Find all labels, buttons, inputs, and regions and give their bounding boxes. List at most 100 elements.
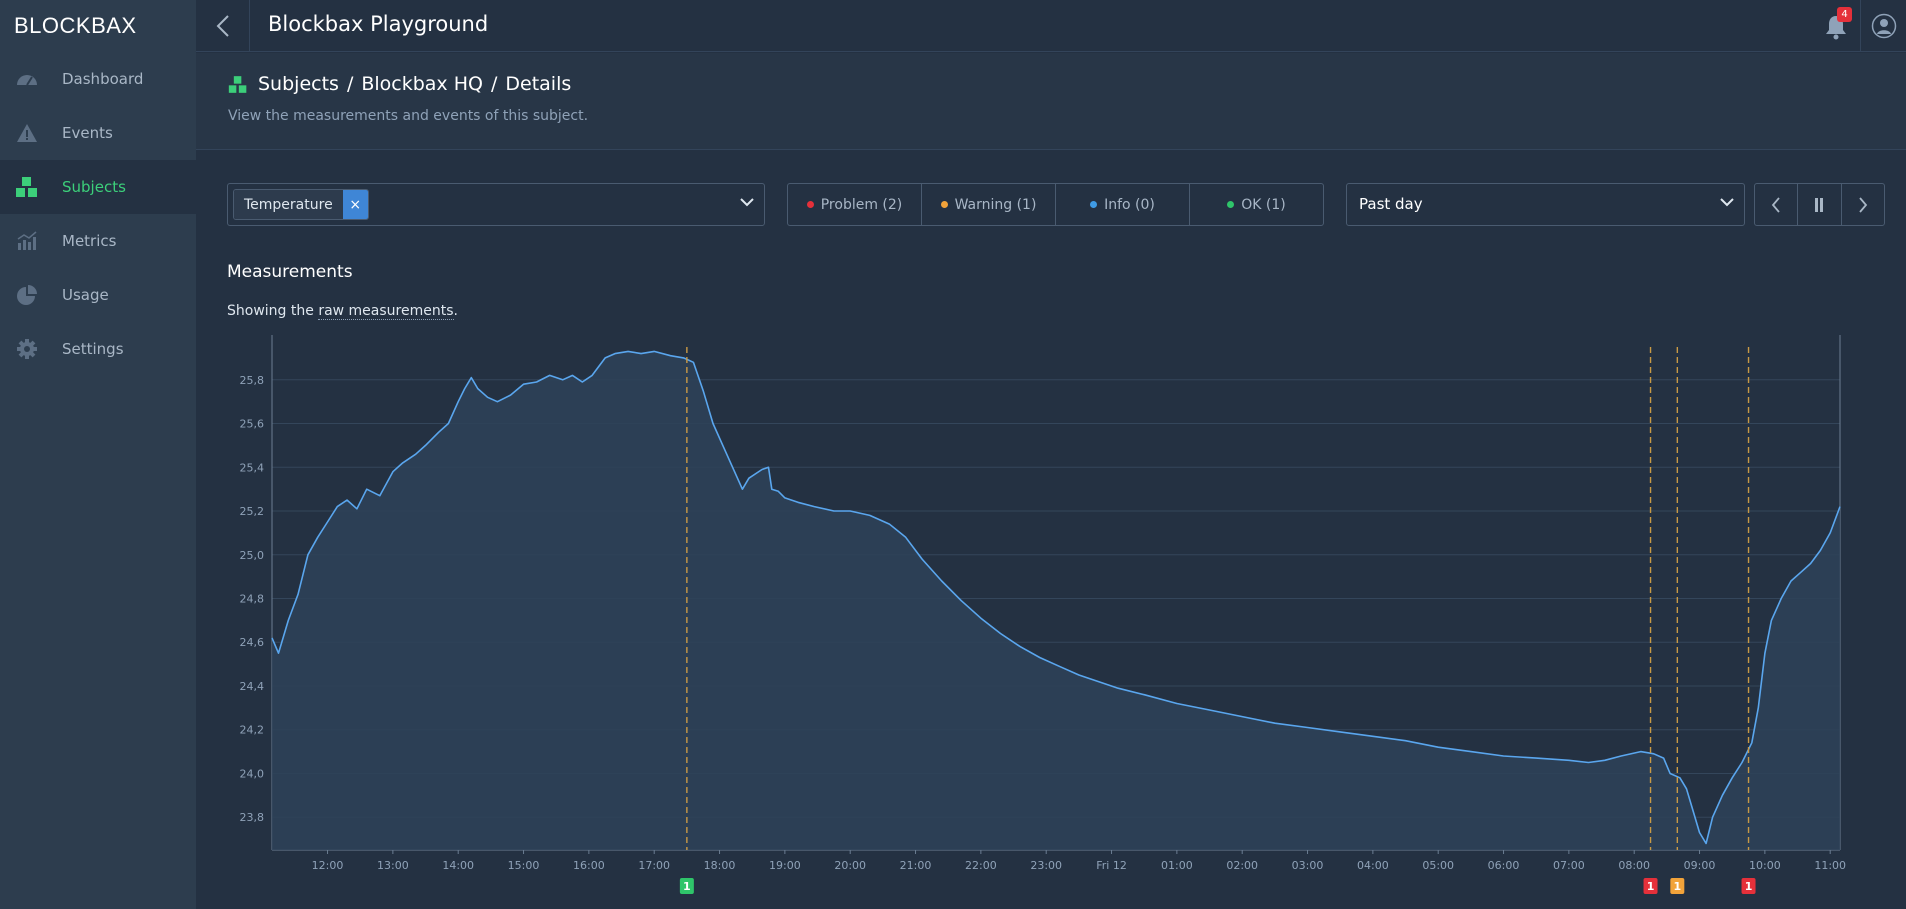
chevron-down-icon — [1720, 198, 1734, 207]
filter-ok[interactable]: OK (1) — [1190, 184, 1323, 225]
pause-button[interactable] — [1798, 184, 1842, 225]
sidebar-item-metrics[interactable]: Metrics — [0, 214, 196, 268]
sidebar-item-label: Subjects — [62, 178, 126, 196]
pie-chart-icon — [14, 282, 40, 308]
sidebar-item-label: Metrics — [62, 232, 117, 250]
x-tick-label: 16:00 — [573, 859, 605, 872]
measurements-description: Showing the raw measurements. — [227, 303, 458, 320]
sidebar-item-settings[interactable]: Settings — [0, 322, 196, 376]
event-marker-problem[interactable] — [1643, 878, 1658, 894]
sidebar-item-label: Usage — [62, 286, 109, 304]
metric-tag: Temperature × — [233, 189, 369, 220]
x-tick-label: Fri 12 — [1096, 859, 1127, 872]
y-tick-label: 25,4 — [240, 461, 265, 474]
x-tick-label: 20:00 — [834, 859, 866, 872]
x-tick-label: 04:00 — [1357, 859, 1389, 872]
x-tick-label: 18:00 — [704, 859, 736, 872]
chevron-left-icon — [216, 15, 229, 37]
filter-label: Warning (1) — [954, 196, 1037, 213]
raw-measurements-link[interactable]: raw measurements — [318, 303, 454, 320]
period-navigation — [1754, 183, 1885, 226]
x-tick-label: 23:00 — [1030, 859, 1062, 872]
sidebar-item-events[interactable]: Events — [0, 106, 196, 160]
y-tick-label: 25,0 — [240, 549, 265, 562]
remove-tag-button[interactable]: × — [342, 190, 368, 219]
filter-label: Problem (2) — [820, 196, 903, 213]
page-header: Subjects / Blockbax HQ / Details View th… — [196, 53, 1906, 150]
metric-tag-label: Temperature — [234, 190, 343, 219]
ok-dot-icon — [1227, 201, 1235, 208]
measurement-area — [272, 351, 1840, 850]
breadcrumb: Subjects / Blockbax HQ / Details — [228, 73, 579, 95]
x-tick-label: 08:00 — [1618, 859, 1650, 872]
next-period-button[interactable] — [1842, 184, 1884, 225]
measurements-chart[interactable]: 25,8 25,6 25,4 25,2 25,0 24,8 24,6 24,4 24,2 24,0… — [196, 335, 1906, 909]
y-tick-label: 25,6 — [240, 418, 265, 431]
sidebar-item-label: Events — [62, 124, 113, 142]
sidebar-item-dashboard[interactable]: Dashboard — [0, 52, 196, 106]
y-tick-label: 24,2 — [240, 724, 265, 737]
measurements-title: Measurements — [227, 262, 353, 282]
event-marker-ok[interactable] — [679, 878, 694, 894]
filter-problem[interactable]: Problem (2) — [788, 184, 922, 225]
warning-dot-icon — [940, 201, 948, 208]
sidebar-item-label: Dashboard — [62, 70, 144, 88]
event-marker-count: 1 — [683, 880, 691, 893]
showing-suffix: . — [453, 303, 458, 319]
y-tick-label: 24,8 — [240, 593, 265, 606]
previous-period-button[interactable] — [1755, 184, 1799, 225]
page-subtitle: View the measurements and events of this… — [228, 108, 589, 124]
top-bar: Blockbax Playground 4 — [196, 0, 1906, 52]
blockbax-logo[interactable]: BLOCKBAX — [14, 13, 137, 38]
sidebar: BLOCKBAX Dashboard Events Subjects Metri… — [0, 0, 196, 909]
gauge-icon — [14, 66, 40, 92]
event-marker-problem[interactable] — [1741, 878, 1756, 894]
x-tick-label: 01:00 — [1161, 859, 1193, 872]
y-tick-label: 24,6 — [240, 636, 265, 649]
back-button[interactable] — [196, 0, 250, 52]
event-filter-group: Problem (2) Warning (1) Info (0) OK (1) — [787, 183, 1324, 226]
event-marker-warning[interactable] — [1670, 878, 1685, 894]
x-tick-label: 22:00 — [965, 859, 997, 872]
y-tick-label: 24,0 — [240, 767, 265, 780]
chevron-left-icon — [1771, 196, 1780, 213]
period-select[interactable]: Past day — [1346, 183, 1745, 226]
breadcrumb-subjects[interactable]: Subjects — [258, 73, 339, 95]
x-tick-label: 21:00 — [900, 859, 932, 872]
app-title: Blockbax Playground — [268, 12, 489, 36]
x-tick-label: 13:00 — [377, 859, 409, 872]
subjects-blocks-icon — [14, 174, 40, 200]
x-tick-label: 19:00 — [769, 859, 801, 872]
notification-badge: 4 — [1837, 7, 1852, 22]
chevron-down-icon — [740, 198, 754, 207]
x-tick-label: 17:00 — [638, 859, 670, 872]
breadcrumb-subject[interactable]: Blockbax HQ — [361, 73, 483, 95]
x-tick-label: 15:00 — [508, 859, 540, 872]
event-marker-count: 1 — [1647, 880, 1655, 893]
sidebar-item-subjects[interactable]: Subjects — [0, 160, 196, 214]
y-tick-label: 23,8 — [240, 811, 265, 824]
user-menu-button[interactable] — [1860, 0, 1906, 52]
subjects-blocks-icon — [228, 75, 247, 93]
problem-dot-icon — [806, 201, 814, 208]
event-marker-count: 1 — [1745, 880, 1753, 893]
metric-select[interactable]: Temperature × — [227, 183, 765, 226]
x-tick-label: 11:00 — [1814, 859, 1846, 872]
measurement-line[interactable] — [271, 350, 1841, 845]
filter-warning[interactable]: Warning (1) — [922, 184, 1056, 225]
breadcrumb-current: Details — [505, 73, 572, 95]
x-tick-label: 10:00 — [1749, 859, 1781, 872]
period-label: Past day — [1359, 195, 1423, 213]
filter-info[interactable]: Info (0) — [1056, 184, 1190, 225]
x-tick-label: 03:00 — [1292, 859, 1324, 872]
gear-icon — [14, 336, 40, 362]
user-avatar-icon — [1871, 13, 1896, 39]
pause-icon — [1815, 197, 1824, 212]
sidebar-item-usage[interactable]: Usage — [0, 268, 196, 322]
y-tick-label: 25,2 — [240, 505, 265, 518]
chevron-right-icon — [1859, 196, 1867, 213]
x-tick-label: 12:00 — [312, 859, 344, 872]
filter-label: Info (0) — [1104, 196, 1155, 213]
y-tick-label: 25,8 — [240, 374, 265, 387]
info-dot-icon — [1090, 201, 1098, 208]
